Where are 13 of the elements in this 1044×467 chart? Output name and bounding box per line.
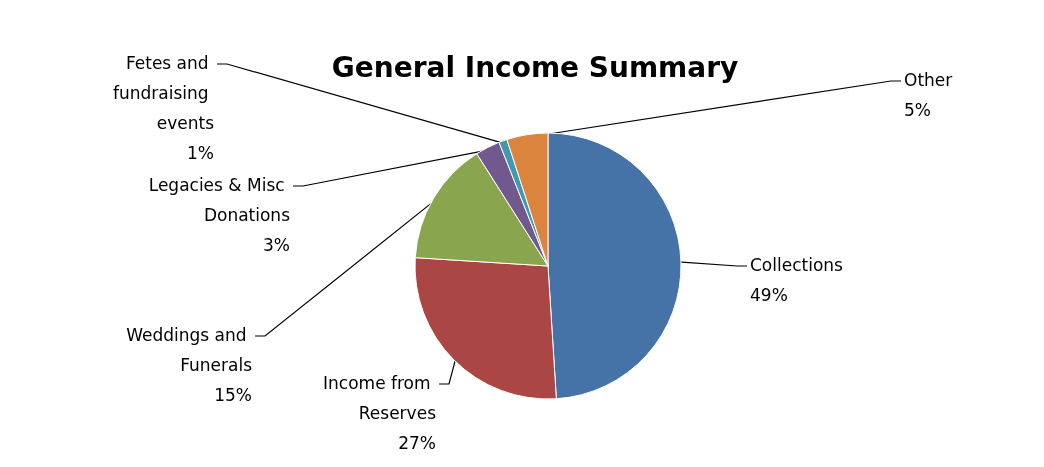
slice-label: Income from Reserves <box>323 373 437 423</box>
slice-label: Fetes and fundraising events <box>112 53 215 133</box>
chart-title: General Income Summary <box>331 50 739 84</box>
data-label: 15% <box>214 385 252 405</box>
slice-label: Weddings and Funerals <box>126 325 253 375</box>
data-label: 5% <box>904 100 931 120</box>
slice-label: Collections <box>750 255 844 275</box>
data-label: 3% <box>263 235 290 255</box>
data-label: 27% <box>398 433 436 453</box>
slice-label: Other <box>904 70 953 90</box>
data-label: 1% <box>187 143 214 163</box>
data-label: 49% <box>750 285 788 305</box>
slice-label: Legacies & Misc Donations <box>148 175 291 225</box>
